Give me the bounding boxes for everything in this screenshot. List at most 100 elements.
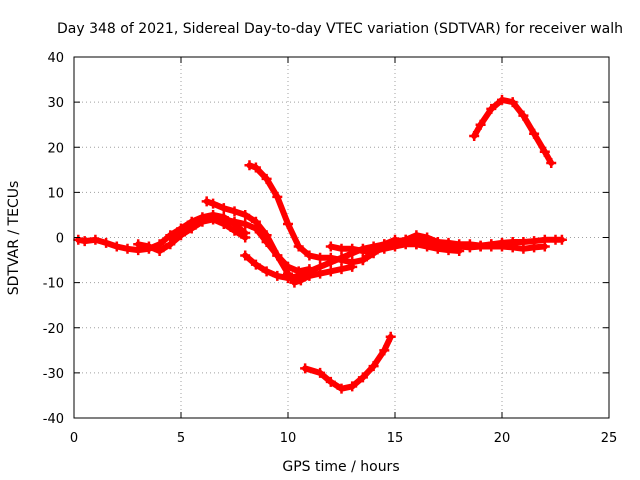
data-point [111, 241, 122, 252]
data-point [368, 361, 379, 372]
x-tick-label: 0 [70, 431, 78, 446]
data-point [325, 376, 336, 387]
data-point [315, 261, 326, 272]
data-point [293, 241, 304, 252]
data-point [347, 381, 358, 392]
x-tick-label: 10 [280, 431, 297, 446]
data-point [422, 241, 433, 252]
data-point [336, 264, 347, 275]
x-tick-label: 15 [387, 431, 404, 446]
data-point [240, 232, 251, 243]
data-point [475, 119, 486, 130]
data-point [186, 218, 197, 229]
data-point [411, 239, 422, 250]
x-tick-label: 20 [494, 431, 511, 446]
y-tick-label: 0 [56, 232, 64, 247]
data-point [325, 257, 336, 268]
data-point [475, 241, 486, 252]
x-axis-label: GPS time / hours [282, 459, 399, 475]
data-point [261, 230, 272, 241]
data-point [507, 242, 518, 253]
data-point [497, 94, 507, 105]
data-point [486, 103, 497, 114]
data-point [229, 216, 240, 227]
data-point [464, 242, 475, 253]
y-tick-label: 40 [47, 51, 64, 66]
data-point [261, 266, 272, 277]
data-point [250, 162, 261, 173]
data-point [201, 196, 212, 207]
data-point [529, 128, 540, 139]
series-arc-8 [357, 234, 465, 266]
y-tick-label: -10 [43, 277, 64, 292]
data-point [357, 246, 368, 257]
data-point [469, 130, 480, 141]
data-point [368, 246, 379, 257]
data-point [244, 160, 255, 171]
data-point [240, 209, 251, 220]
data-point [454, 246, 465, 257]
data-point [379, 345, 390, 356]
data-point [518, 243, 529, 254]
data-point [176, 225, 186, 236]
data-point [315, 367, 326, 378]
data-point [272, 250, 283, 261]
data-point [486, 241, 497, 252]
data-point [101, 237, 112, 248]
x-tick-label: 5 [177, 431, 185, 446]
data-point [240, 250, 251, 261]
data-point [283, 218, 293, 229]
data-point [539, 241, 550, 252]
data-layer [73, 94, 567, 394]
data-point [432, 243, 443, 254]
data-point [250, 259, 261, 270]
data-point [261, 173, 272, 184]
data-point [357, 255, 368, 266]
data-point [497, 241, 507, 252]
data-point [73, 234, 84, 245]
data-point [336, 252, 347, 263]
ticks: 0 5 10 15 20 25 -40 -30 -20 -10 0 10 20 30 40 [43, 51, 618, 446]
y-axis-label: SDTVAR / TECUs [6, 181, 22, 296]
data-point [556, 234, 567, 245]
data-point [546, 158, 557, 169]
data-point [325, 266, 336, 277]
series-arc-10 [469, 94, 557, 169]
series-line [359, 236, 463, 264]
data-point [400, 237, 411, 248]
data-point [304, 266, 315, 277]
y-tick-label: 20 [47, 141, 64, 156]
data-point [218, 203, 229, 214]
data-point [539, 146, 550, 157]
data-point [165, 232, 176, 243]
data-point [283, 273, 293, 284]
data-point [529, 242, 540, 253]
data-point [229, 206, 240, 217]
data-point [315, 252, 326, 263]
data-point [385, 331, 396, 342]
data-point [143, 241, 154, 252]
data-point [208, 198, 219, 209]
data-point [208, 212, 219, 223]
data-point [347, 243, 358, 254]
chart-title: Day 348 of 2021, Sidereal Day-to-day VTE… [57, 21, 623, 37]
y-tick-label: -30 [43, 367, 64, 382]
y-tick-label: -20 [43, 322, 64, 337]
data-point [300, 363, 311, 374]
data-point [133, 239, 144, 250]
series-arc-9 [300, 331, 396, 394]
data-point [379, 239, 390, 250]
series-line [203, 198, 356, 286]
data-point [79, 236, 90, 247]
data-point [154, 246, 165, 257]
y-tick-label: 10 [47, 186, 64, 201]
data-point [347, 257, 358, 268]
data-point [229, 225, 240, 236]
data-point [336, 383, 347, 394]
x-tick-label: 25 [601, 431, 618, 446]
data-point [325, 241, 336, 252]
data-point [293, 270, 304, 281]
data-point [507, 97, 518, 108]
data-point [218, 214, 229, 225]
